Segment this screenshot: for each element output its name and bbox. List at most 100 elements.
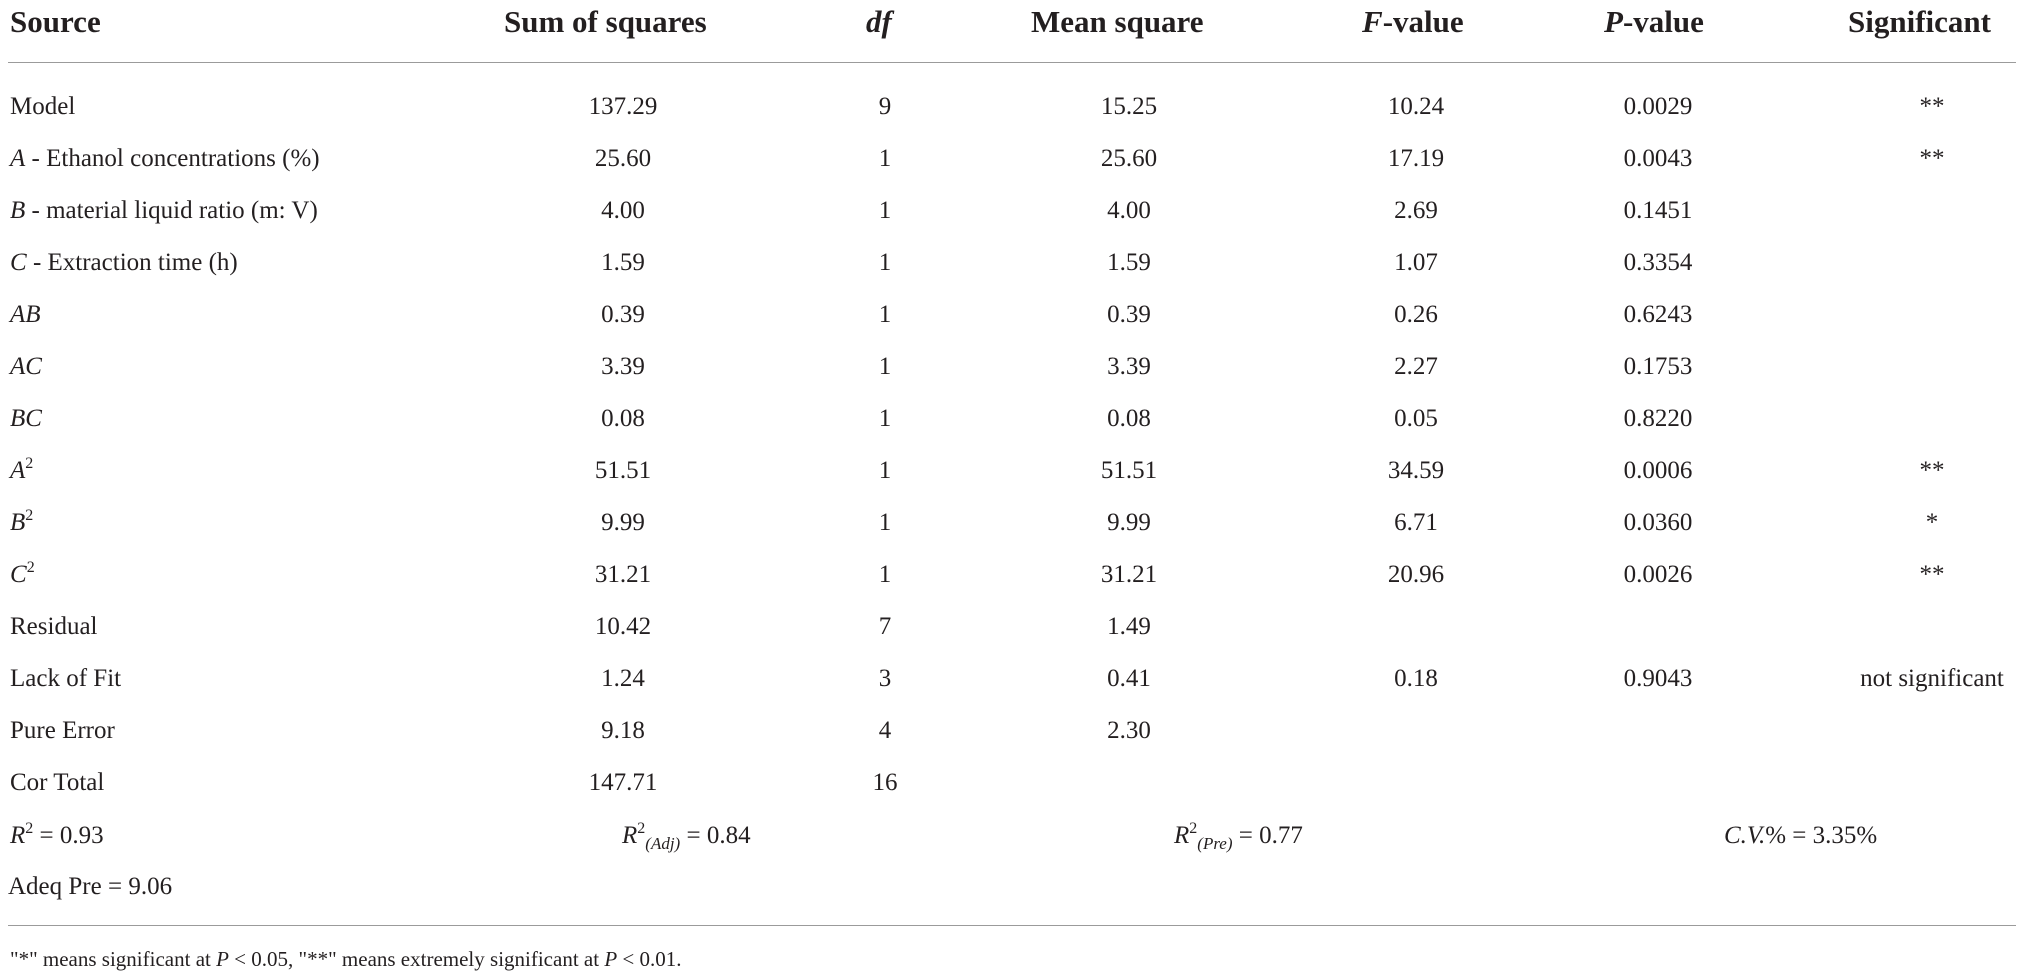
cell-f-value: 17.19 xyxy=(1387,145,1445,172)
cell-mean-square: 1.49 xyxy=(1107,613,1151,640)
table-row: A2 51.51 1 51.51 34.59 0.0006 ** xyxy=(0,451,2023,491)
table-row: B2 9.99 1 9.99 6.71 0.0360 * xyxy=(0,503,2023,543)
header-p-value: P-value xyxy=(1604,4,1704,39)
cell-df: 9 xyxy=(878,93,892,120)
cell-df: 1 xyxy=(878,457,892,484)
table-footnote: "*" means significant at P < 0.05, "**" … xyxy=(10,947,682,971)
cell-significant: * xyxy=(1925,509,1939,536)
cell-mean-square: 2.30 xyxy=(1107,717,1151,744)
cell-df: 1 xyxy=(878,561,892,588)
table-row: C - Extraction time (h) 1.59 1 1.59 1.07 0.33… xyxy=(0,243,2023,283)
cell-p-value: 0.6243 xyxy=(1623,301,1693,328)
cell-sum-of-squares: 25.60 xyxy=(594,145,652,172)
cell-mean-square: 3.39 xyxy=(1107,353,1151,380)
cell-sum-of-squares: 4.00 xyxy=(601,197,645,224)
cell-mean-square: 9.99 xyxy=(1107,509,1151,536)
cell-sum-of-squares: 137.29 xyxy=(588,93,658,120)
cell-f-value: 0.18 xyxy=(1394,665,1438,692)
cell-significant: ** xyxy=(1919,561,1945,588)
table-row: AB 0.39 1 0.39 0.26 0.6243 xyxy=(0,295,2023,335)
cell-source: Pure Error xyxy=(10,717,115,744)
cell-df: 1 xyxy=(878,197,892,224)
header-df: df xyxy=(866,4,892,39)
cell-source: Cor Total xyxy=(10,769,105,796)
cell-significant: not significant xyxy=(1860,665,2004,692)
header-significant: Significant xyxy=(1848,4,1991,39)
cell-source: Residual xyxy=(10,613,98,640)
cell-significant: ** xyxy=(1919,145,1945,172)
footer-divider xyxy=(8,925,2016,926)
cell-df: 16 xyxy=(872,769,898,796)
cell-source: A2 xyxy=(10,455,34,485)
table-row: AC 3.39 1 3.39 2.27 0.1753 xyxy=(0,347,2023,387)
cell-f-value: 2.27 xyxy=(1394,353,1438,380)
header-f-value: F-value xyxy=(1362,4,1464,39)
cell-mean-square: 25.60 xyxy=(1100,145,1158,172)
cell-df: 1 xyxy=(878,509,892,536)
r-squared-adjusted: R2(Adj) = 0.84 xyxy=(622,820,751,853)
cell-mean-square: 51.51 xyxy=(1100,457,1158,484)
cell-sum-of-squares: 0.39 xyxy=(601,301,645,328)
cell-sum-of-squares: 1.24 xyxy=(601,665,645,692)
cell-df: 4 xyxy=(878,717,892,744)
cell-p-value: 0.0043 xyxy=(1623,145,1693,172)
cell-source: B - material liquid ratio (m: V) xyxy=(10,197,318,224)
cell-f-value: 2.69 xyxy=(1394,197,1438,224)
cell-mean-square: 31.21 xyxy=(1100,561,1158,588)
cell-df: 1 xyxy=(878,301,892,328)
cell-significant: ** xyxy=(1919,457,1945,484)
header-sum-of-squares: Sum of squares xyxy=(504,4,707,39)
cell-f-value: 0.05 xyxy=(1394,405,1438,432)
cell-p-value: 0.0026 xyxy=(1623,561,1693,588)
cell-p-value: 0.0360 xyxy=(1623,509,1693,536)
cell-source: C2 xyxy=(10,559,35,589)
cell-df: 1 xyxy=(878,405,892,432)
cell-f-value: 1.07 xyxy=(1394,249,1438,276)
cell-mean-square: 0.41 xyxy=(1107,665,1151,692)
r-squared-predicted: R2(Pre) = 0.77 xyxy=(1174,820,1303,853)
table-row: Lack of Fit 1.24 3 0.41 0.18 0.9043 not signif… xyxy=(0,659,2023,699)
table-row: BC 0.08 1 0.08 0.05 0.8220 xyxy=(0,399,2023,439)
cell-source: Lack of Fit xyxy=(10,665,122,692)
cell-sum-of-squares: 0.08 xyxy=(601,405,645,432)
cell-sum-of-squares: 51.51 xyxy=(594,457,652,484)
cell-df: 3 xyxy=(878,665,892,692)
table-row: Residual 10.42 7 1.49 xyxy=(0,607,2023,647)
cell-source: A - Ethanol concentrations (%) xyxy=(10,145,320,172)
cell-p-value: 0.9043 xyxy=(1623,665,1693,692)
cell-df: 7 xyxy=(878,613,892,640)
cell-f-value: 6.71 xyxy=(1394,509,1438,536)
header-mean-square: Mean square xyxy=(1031,4,1204,39)
table-row: Pure Error 9.18 4 2.30 xyxy=(0,711,2023,751)
cell-df: 1 xyxy=(878,145,892,172)
cell-p-value: 0.0029 xyxy=(1623,93,1693,120)
cell-p-value: 0.1451 xyxy=(1623,197,1693,224)
cell-sum-of-squares: 147.71 xyxy=(588,769,658,796)
cell-source: C - Extraction time (h) xyxy=(10,249,238,276)
cell-mean-square: 1.59 xyxy=(1107,249,1151,276)
cell-f-value: 0.26 xyxy=(1394,301,1438,328)
cell-f-value: 34.59 xyxy=(1387,457,1445,484)
cell-p-value: 0.3354 xyxy=(1623,249,1693,276)
cell-sum-of-squares: 9.99 xyxy=(601,509,645,536)
cell-significant: ** xyxy=(1919,93,1945,120)
cell-sum-of-squares: 31.21 xyxy=(594,561,652,588)
cell-f-value: 10.24 xyxy=(1387,93,1445,120)
header-divider xyxy=(8,62,2016,63)
cell-source: AB xyxy=(10,301,41,328)
adeq-precision: Adeq Pre = 9.06 xyxy=(8,873,173,900)
header-source: Source xyxy=(10,4,101,39)
table-row: A - Ethanol concentrations (%) 25.60 1 25.6… xyxy=(0,139,2023,179)
cell-mean-square: 0.39 xyxy=(1107,301,1151,328)
cell-f-value: 20.96 xyxy=(1387,561,1445,588)
table-row: B - material liquid ratio (m: V) 4.00 1 4.0… xyxy=(0,191,2023,231)
cell-mean-square: 0.08 xyxy=(1107,405,1151,432)
cell-p-value: 0.8220 xyxy=(1623,405,1693,432)
cell-df: 1 xyxy=(878,249,892,276)
table-row: Model 137.29 9 15.25 10.24 0.0029 ** xyxy=(0,87,2023,127)
cell-mean-square: 4.00 xyxy=(1107,197,1151,224)
cell-sum-of-squares: 1.59 xyxy=(601,249,645,276)
table-row: C2 31.21 1 31.21 20.96 0.0026 ** xyxy=(0,555,2023,595)
cell-sum-of-squares: 9.18 xyxy=(601,717,645,744)
